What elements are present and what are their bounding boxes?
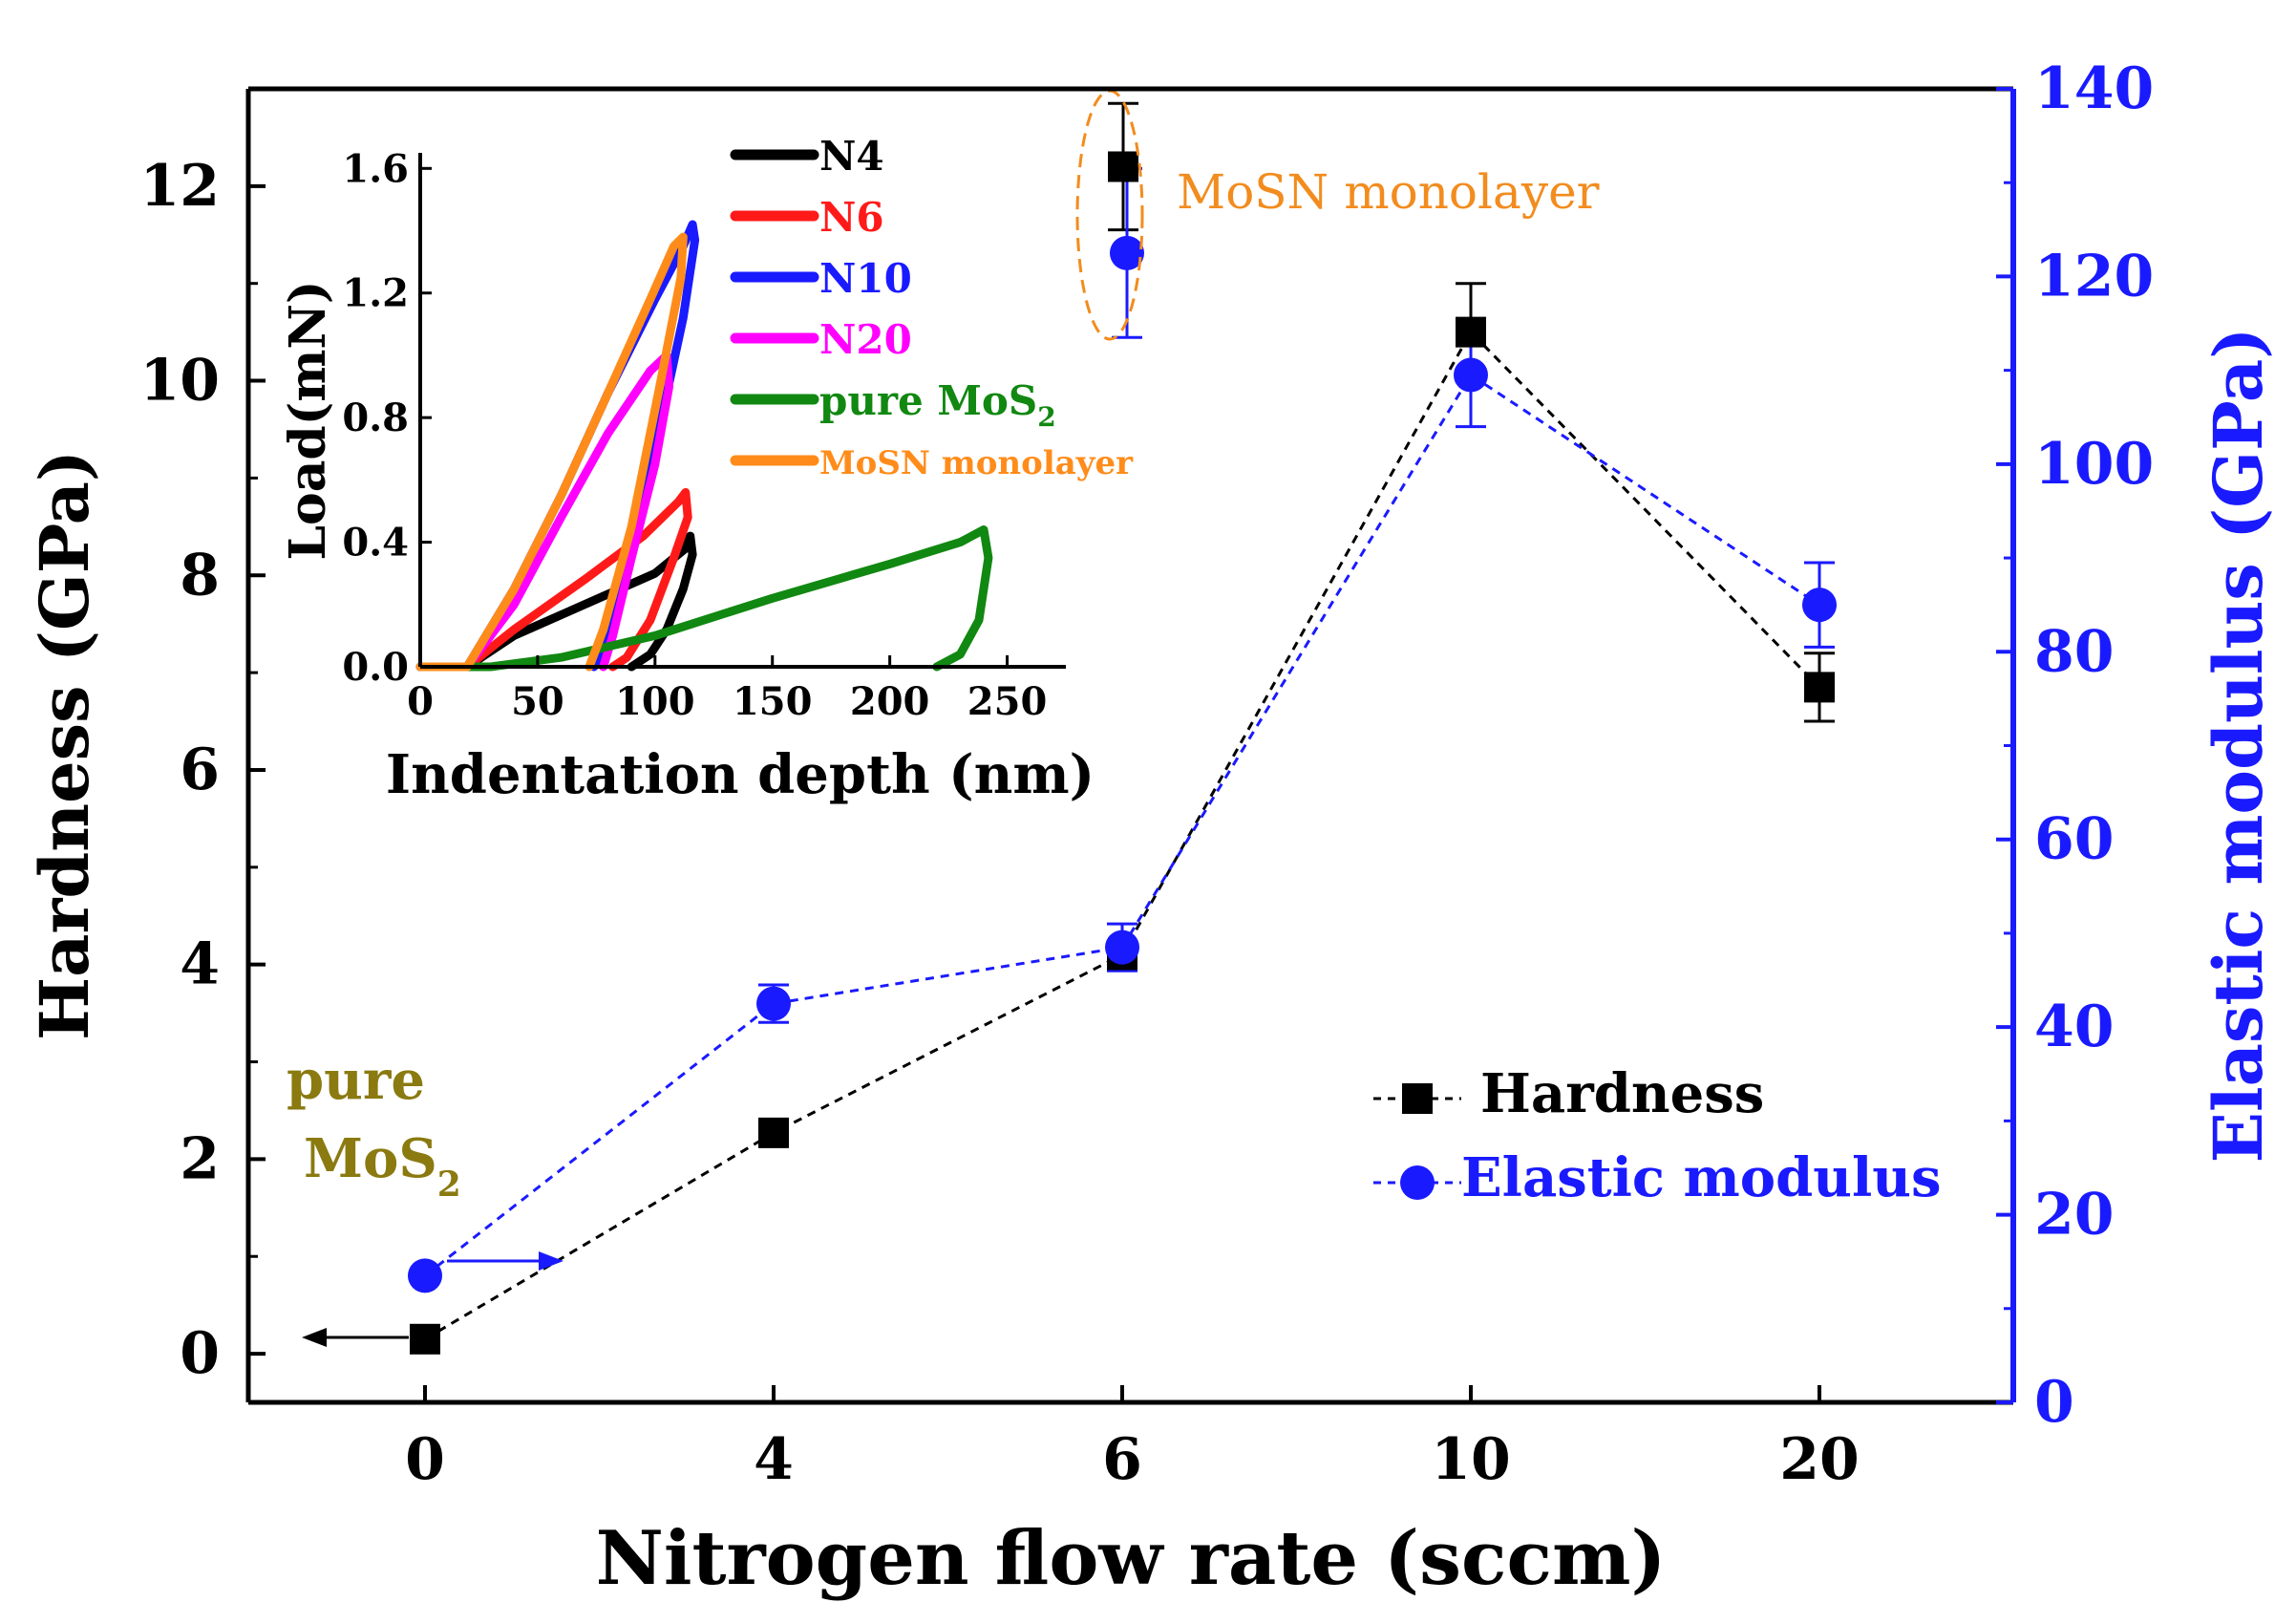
inset-y-tick-label: 0.0 [342, 645, 409, 690]
y-tick-label: 4 [180, 931, 220, 998]
main-data-points [408, 151, 1837, 1355]
inset-x-tick-label: 200 [850, 679, 930, 724]
modulus-point [1105, 930, 1139, 965]
y-tick-label: 8 [180, 542, 220, 609]
y2-tick-label: 0 [2034, 1369, 2074, 1436]
x-tick-label: 6 [1102, 1426, 1142, 1493]
pure-label-line2: MoS2 [304, 1127, 461, 1205]
hardness-axis-arrow [302, 1328, 409, 1347]
inset-x-axis-title: Indentation depth (nm) [386, 743, 1095, 806]
legend-item-hardness: Hardness [1373, 1062, 1764, 1125]
y-tick-label: 10 [140, 348, 221, 415]
svg-text:N4: N4 [819, 133, 884, 180]
y2-tick-label: 20 [2034, 1182, 2115, 1249]
hardness-point [410, 1323, 440, 1355]
inset-legend-item-n20: N20 [730, 316, 912, 363]
inset-y-tick-label: 1.6 [342, 146, 409, 191]
inset-x-tick-label: 150 [733, 679, 813, 724]
x-tick-label: 10 [1431, 1426, 1511, 1493]
monolayer-hardness-point [1108, 151, 1138, 182]
monolayer-label: MoSN monolayer [1177, 164, 1600, 220]
inset-x-tick-label: 100 [615, 679, 695, 724]
inset-curve-pure-mos [415, 525, 993, 672]
modulus-point [756, 986, 791, 1021]
y-tick-label: 6 [180, 737, 220, 803]
x-tick-label: 4 [754, 1426, 794, 1493]
y2-tick-label: 100 [2034, 431, 2154, 498]
svg-text:N6: N6 [819, 194, 884, 241]
inset-curve-n6 [415, 487, 692, 672]
inset-chart: 0 50 100 150 200 250 0.0 0.4 0.8 1.2 1.6 Indentati… [279, 133, 1134, 806]
inset-legend-item-n4: N4 [730, 133, 884, 180]
svg-text:Elastic modulus: Elastic modulus [1461, 1146, 1942, 1209]
modulus-point [408, 1258, 442, 1293]
x-tick-label: 0 [405, 1426, 445, 1493]
y2-tick-label: 120 [2034, 243, 2154, 310]
hardness-point [758, 1117, 789, 1148]
y2-tick-label: 60 [2034, 806, 2115, 873]
inset-y-tick-label: 0.4 [342, 521, 409, 566]
inset-legend-item-pure-mos: pure MoS2 [730, 377, 1056, 433]
inset-axes [418, 153, 1066, 669]
inset-x-tick-label: 50 [511, 679, 564, 724]
inset-curve-n20 [415, 351, 674, 672]
inset-y-tick-label: 0.8 [342, 395, 409, 440]
y-axis-title: Hardness (GPa) [25, 450, 104, 1040]
inset-curve-mosn-monolayer [415, 232, 688, 672]
modulus-point [1802, 588, 1837, 623]
svg-text:N20: N20 [819, 316, 912, 363]
x-tick-label: 20 [1779, 1426, 1860, 1493]
inset-y-tick-label: 1.2 [342, 271, 409, 316]
y2-tick-label: 140 [2034, 55, 2154, 122]
y2-tick-label: 80 [2034, 618, 2115, 685]
inset-x-tick-label: 250 [967, 679, 1048, 724]
inset-y-axis-title: Load(mN) [279, 280, 337, 560]
inset-curves [415, 220, 993, 672]
y-tick-label: 2 [180, 1125, 220, 1192]
inset-ticks: 0 50 100 150 200 250 0.0 0.4 0.8 1.2 1.6 [342, 146, 1047, 724]
main-legend: Hardness Elastic modulus [1373, 1062, 1942, 1209]
inset-legend-item-n6: N6 [730, 194, 884, 241]
svg-text:MoSN monolayer: MoSN monolayer [819, 444, 1134, 482]
inset-legend: N4 N6 N10 N20 pure MoS2 MoSN monolayer [730, 133, 1134, 482]
main-axes [245, 86, 2016, 1405]
modulus-axis-arrow [447, 1251, 563, 1271]
modulus-point [1454, 357, 1488, 393]
monolayer-modulus-point [1110, 235, 1144, 270]
legend-item-elastic-modulus: Elastic modulus [1373, 1146, 1942, 1209]
svg-text:N10: N10 [819, 255, 912, 302]
inset-x-tick-label: 0 [407, 679, 434, 724]
x-axis-title: Nitrogen flow rate (sccm) [596, 1515, 1667, 1602]
y2-tick-label: 40 [2034, 994, 2115, 1060]
y-tick-label: 12 [140, 153, 221, 220]
hardness-point [1804, 672, 1835, 703]
pure-label-line1: pure [287, 1049, 425, 1112]
y2-axis-title: Elastic modulus (GPa) [2199, 328, 2278, 1164]
svg-text:pure MoS2: pure MoS2 [819, 377, 1056, 433]
y-tick-label: 0 [180, 1320, 220, 1387]
svg-text:Hardness: Hardness [1480, 1062, 1764, 1125]
inset-legend-item-n10: N10 [730, 255, 912, 302]
inset-legend-item-mosn-monolayer: MoSN monolayer [730, 444, 1134, 482]
hardness-point [1456, 316, 1486, 348]
